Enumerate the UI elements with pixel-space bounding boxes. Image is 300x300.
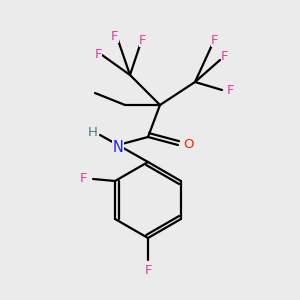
Text: N: N: [112, 140, 123, 154]
Text: F: F: [211, 34, 219, 46]
Text: F: F: [139, 34, 147, 46]
Text: O: O: [183, 139, 193, 152]
Text: F: F: [79, 172, 87, 185]
Text: F: F: [221, 50, 229, 64]
Text: F: F: [226, 83, 234, 97]
Text: F: F: [94, 49, 102, 62]
Text: H: H: [88, 125, 98, 139]
Text: F: F: [144, 263, 152, 277]
Text: F: F: [111, 29, 119, 43]
